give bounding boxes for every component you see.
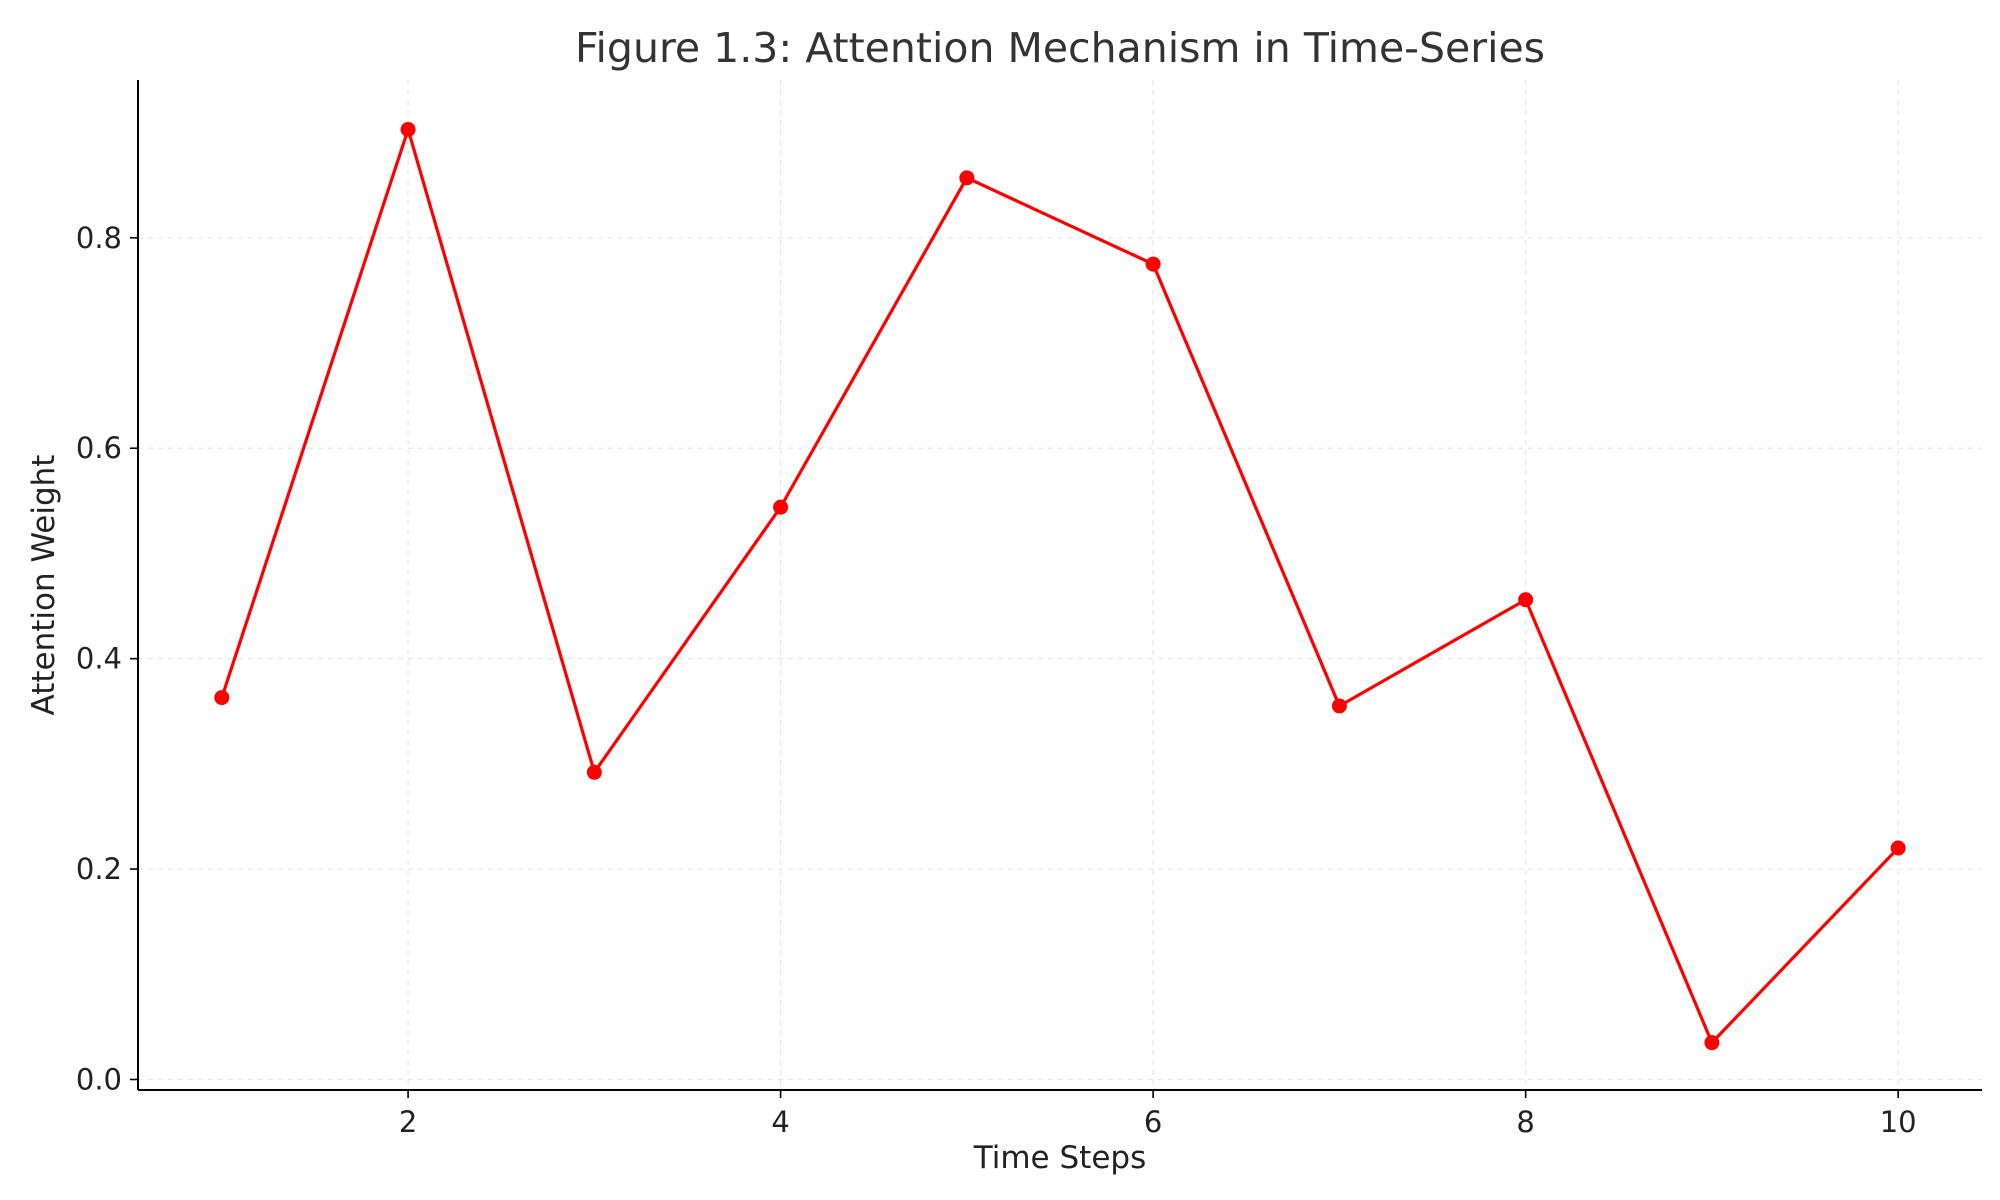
series-line: [220, 127, 1900, 1045]
x-tick-label: 6: [1144, 1105, 1162, 1139]
x-tick-label: 4: [771, 1105, 789, 1139]
data-point: [1331, 698, 1347, 714]
x-tick-label: 2: [399, 1105, 417, 1139]
grid: [138, 80, 1982, 1090]
data-point: [1145, 256, 1161, 272]
y-tick-label: 0.8: [76, 221, 122, 255]
data-point: [1890, 840, 1906, 856]
data-point: [1704, 1035, 1720, 1051]
y-tick-label: 0.2: [76, 852, 122, 886]
y-tick-label: 0.6: [76, 431, 122, 465]
x-tick-label: 10: [1880, 1105, 1917, 1139]
y-tick-label: 0.4: [76, 642, 122, 676]
data-point: [586, 764, 602, 780]
data-point: [400, 121, 416, 137]
chart-title: Figure 1.3: Attention Mechanism in Time-…: [575, 24, 1545, 72]
data-point: [214, 690, 230, 706]
x-tick-label: 8: [1516, 1105, 1534, 1139]
series: [214, 121, 1906, 1051]
y-tick-label: 0.0: [76, 1062, 122, 1096]
ticks: 2 4 6 8 10 0.0 0.2 0.4 0.6 0.8: [76, 221, 1917, 1139]
data-point: [959, 170, 975, 186]
data-point: [1518, 592, 1534, 608]
axes: [137, 80, 1982, 1091]
data-point: [773, 499, 789, 515]
y-axis-label: Attention Weight: [26, 455, 62, 716]
x-axis-label: Time Steps: [973, 1140, 1146, 1176]
